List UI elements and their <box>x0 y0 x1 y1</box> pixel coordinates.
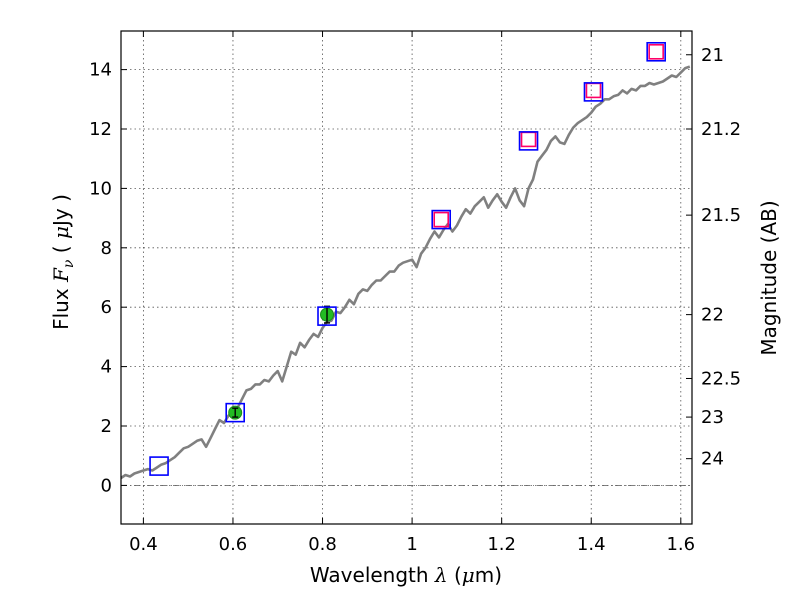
x-axis-title-open: ( <box>448 563 462 587</box>
x-tick-label: 1 <box>406 534 417 555</box>
model-flux-box <box>317 306 337 326</box>
x-axis-title-unit: m) <box>475 563 502 587</box>
x-axis-title-symbol: λ <box>434 563 448 587</box>
x-axis-title: Wavelength λ (μm) <box>310 563 502 587</box>
x-tick-label: 0.6 <box>219 534 248 555</box>
magnitude-tick-label: 21.5 <box>701 205 741 226</box>
y-axis-title-unit: Jy ) <box>49 194 73 228</box>
y-tick-label: 0 <box>101 475 112 496</box>
y-axis-title-prefix: Flux <box>49 282 73 330</box>
x-tick-label: 1.2 <box>487 534 516 555</box>
plot-frame <box>120 30 693 525</box>
x-tick-label: 0.8 <box>308 534 337 555</box>
spectrum-line <box>120 65 691 480</box>
x-axis-title-unit-symbol: μ <box>462 563 475 587</box>
y-axis-title-subscript: ν <box>61 259 77 268</box>
magnitude-tick-label: 23 <box>701 407 724 428</box>
magnitude-tick-label: 22 <box>701 305 724 326</box>
model-flux-box <box>431 209 452 230</box>
x-axis-title-prefix: Wavelength <box>310 563 435 587</box>
data-layer <box>120 41 691 480</box>
y-tick-label: 2 <box>101 416 112 437</box>
model-flux-box <box>149 456 169 476</box>
x-tick-label: 1.6 <box>666 534 695 555</box>
tick-layer: 0.4 0.6 0.8 1 1.2 1.4 1.6024681012142121.221.5… <box>89 31 741 555</box>
magnitude-tick-label: 22.5 <box>701 368 741 389</box>
y2-axis-title: Magnitude (AB) <box>757 200 781 355</box>
model-flux-box <box>646 41 666 62</box>
y-tick-label: 6 <box>101 297 112 318</box>
y-tick-label: 8 <box>101 238 112 259</box>
magnitude-tick-label: 24 <box>701 449 724 470</box>
model-flux-box <box>518 131 539 151</box>
y-tick-label: 14 <box>89 60 112 81</box>
x-tick-label: 1.4 <box>577 534 606 555</box>
magnitude-tick-label: 21.2 <box>701 119 741 140</box>
model-flux-box <box>225 402 245 423</box>
observed-flux-box <box>648 43 664 60</box>
x-tick-label: 0.4 <box>129 534 158 555</box>
y-axis-title-unit-open: ( <box>49 239 73 260</box>
magnitude-tick-label: 21 <box>701 45 724 66</box>
plot-background <box>121 31 692 524</box>
y-tick-label: 12 <box>89 119 112 140</box>
model-flux-box <box>583 82 604 102</box>
y-axis-title-unit-symbol: μ <box>49 226 73 239</box>
y-tick-label: 4 <box>101 357 112 378</box>
y-axis-title-symbol: F <box>49 267 73 283</box>
y-tick-label: 10 <box>89 178 112 199</box>
observed-flux-box <box>433 211 450 228</box>
y-axis-title: Flux Fν ( μJy ) <box>49 194 77 330</box>
